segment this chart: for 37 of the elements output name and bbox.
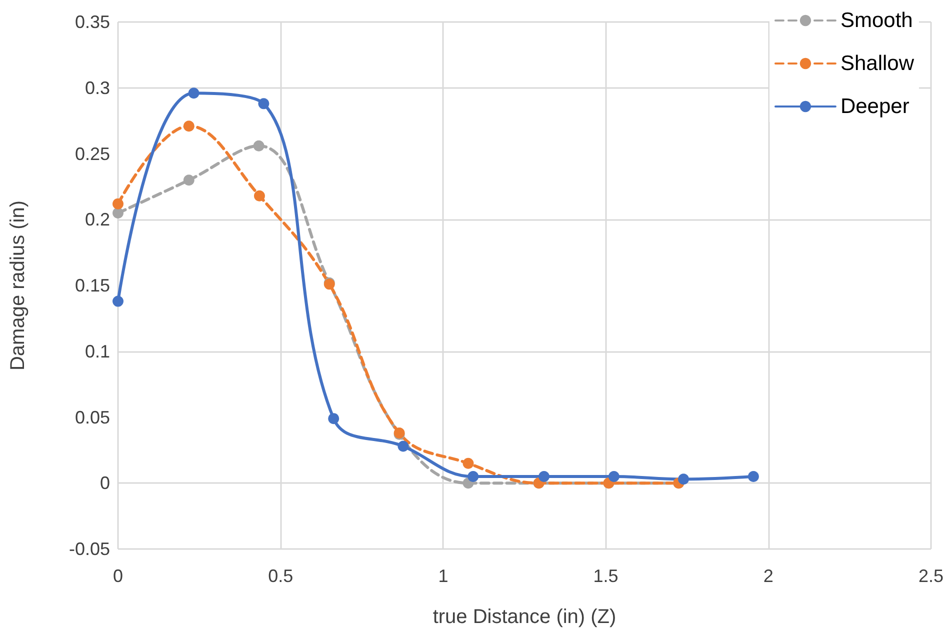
point	[398, 440, 409, 452]
x-tick-label: 2.5	[918, 566, 944, 586]
x-tick-label: 2	[763, 566, 774, 586]
y-tick-label: 0.15	[74, 276, 110, 296]
x-tick-label: 0	[112, 566, 124, 586]
x-tick-label: 1	[438, 566, 448, 586]
point	[112, 198, 124, 210]
point	[183, 120, 194, 132]
y-tick-label: 0.05	[74, 407, 110, 428]
legend-label: Shallow	[840, 52, 915, 75]
point	[112, 208, 124, 219]
point	[608, 471, 620, 482]
x-tick-label: 0.5	[268, 566, 294, 586]
point	[258, 98, 270, 110]
point	[748, 471, 759, 482]
point	[462, 458, 474, 469]
y-tick-label: 0.3	[84, 78, 110, 98]
legend-label: Deeper	[840, 95, 910, 118]
point	[253, 140, 264, 152]
y-axis-title: Damage radius (in)	[7, 200, 29, 371]
y-tick-label: 0	[100, 473, 110, 494]
point	[538, 471, 550, 482]
x-axis-title: true Distance (in) (Z)	[432, 606, 616, 628]
point	[183, 174, 194, 186]
y-tick-label: 0.35	[74, 12, 110, 32]
point	[188, 88, 200, 99]
y-tick-label: 0.25	[74, 144, 110, 164]
y-tick-label: 0.2	[84, 210, 110, 230]
y-tick-label: 0.1	[84, 341, 110, 362]
y-tick-label: -0.05	[68, 539, 110, 559]
x-tick-label: 1.5	[593, 566, 618, 586]
point	[112, 296, 124, 307]
point	[468, 471, 479, 482]
legend-label: Smooth	[840, 9, 913, 32]
point	[328, 413, 340, 424]
point	[678, 474, 690, 485]
point	[254, 190, 265, 202]
